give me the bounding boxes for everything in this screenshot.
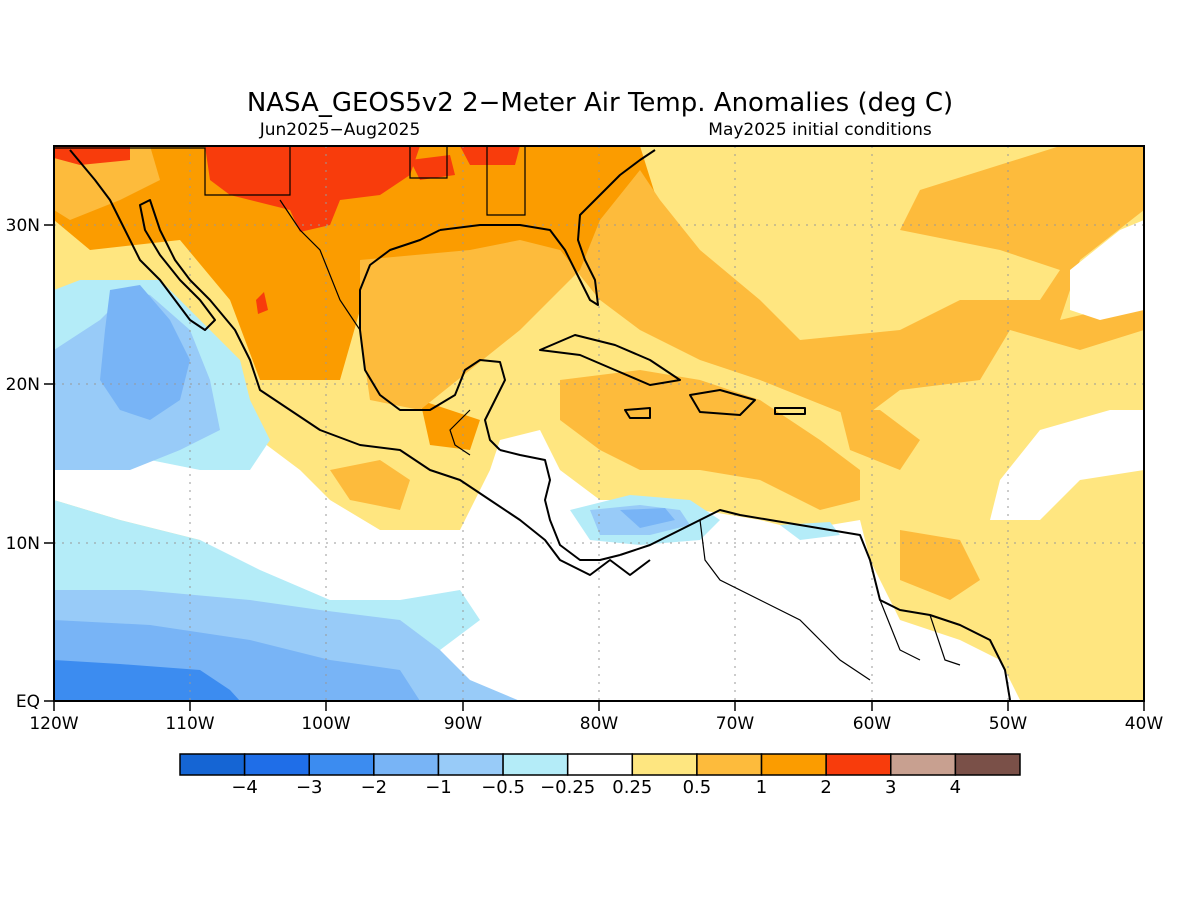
- colorbar-swatch: [696, 753, 763, 776]
- colorbar-label: 1: [756, 777, 767, 798]
- colorbar: −4 −3 −2 −1 −0.5 −0.25 0.25 0.5 1 2 3 4: [179, 753, 1021, 798]
- colorbar-label: −4: [231, 777, 258, 798]
- colorbar-label: −0.25: [540, 777, 595, 798]
- lon-tick-label: 50W: [989, 714, 1028, 734]
- anomaly-fill-0.5-to-1: [54, 146, 1144, 600]
- lon-tick-label: 70W: [716, 714, 755, 734]
- colorbar-label: −3: [296, 777, 323, 798]
- colorbar-swatch: [243, 753, 310, 776]
- colorbar-swatch: [373, 753, 440, 776]
- lat-tick-label: 10N: [6, 534, 40, 554]
- axis-ticks: [44, 224, 1145, 711]
- colorbar-label: 0.25: [612, 777, 652, 798]
- lon-tick-label: 100W: [301, 714, 350, 734]
- colorbar-label: −1: [425, 777, 452, 798]
- colorbar-swatch: [437, 753, 504, 776]
- colorbar-label: 3: [885, 777, 896, 798]
- colorbar-swatch: [890, 753, 957, 776]
- lon-tick-label: 90W: [444, 714, 483, 734]
- lon-tick-label: 120W: [29, 714, 78, 734]
- lat-tick-label: 30N: [6, 216, 40, 236]
- colorbar-swatch: [954, 753, 1021, 776]
- colorbar-swatch: [179, 753, 246, 776]
- colorbar-label: 0.5: [683, 777, 712, 798]
- anomaly-fill-2-to-3: [54, 146, 520, 314]
- colorbar-label: −0.5: [481, 777, 525, 798]
- colorbar-swatch: [631, 753, 698, 776]
- lon-tick-label: 80W: [580, 714, 619, 734]
- colorbar-swatch: [502, 753, 569, 776]
- period-label: Jun2025−Aug2025: [259, 120, 421, 140]
- anomaly-fill-neg-3-to-neg-2: [54, 660, 240, 701]
- country-borders: [54, 146, 961, 681]
- lat-tick-label: 20N: [6, 375, 40, 395]
- colorbar-swatch: [760, 753, 827, 776]
- colorbar-label: 2: [820, 777, 831, 798]
- lon-tick-labels: 120W 110W 100W 90W 80W 70W 60W 50W 40W: [29, 714, 1163, 734]
- map-panel: [54, 146, 1144, 701]
- colorbar-swatch: [566, 753, 634, 776]
- map-gridlines: [54, 146, 1144, 701]
- lon-tick-label: 40W: [1125, 714, 1164, 734]
- anomaly-fill-1-to-2: [54, 146, 660, 450]
- colorbar-swatch: [825, 753, 892, 776]
- lat-tick-label: EQ: [16, 692, 40, 712]
- lon-tick-label: 110W: [165, 714, 214, 734]
- map-title: NASA_GEOS5v2 2−Meter Air Temp. Anomalies…: [247, 88, 953, 118]
- coastlines: [69, 149, 1011, 701]
- initial-conditions-label: May2025 initial conditions: [708, 120, 932, 140]
- colorbar-label: 4: [950, 777, 961, 798]
- colorbar-swatch: [308, 753, 375, 776]
- lat-tick-labels: EQ 10N 20N 30N: [6, 216, 40, 712]
- colorbar-label: −2: [361, 777, 388, 798]
- lon-tick-label: 60W: [853, 714, 892, 734]
